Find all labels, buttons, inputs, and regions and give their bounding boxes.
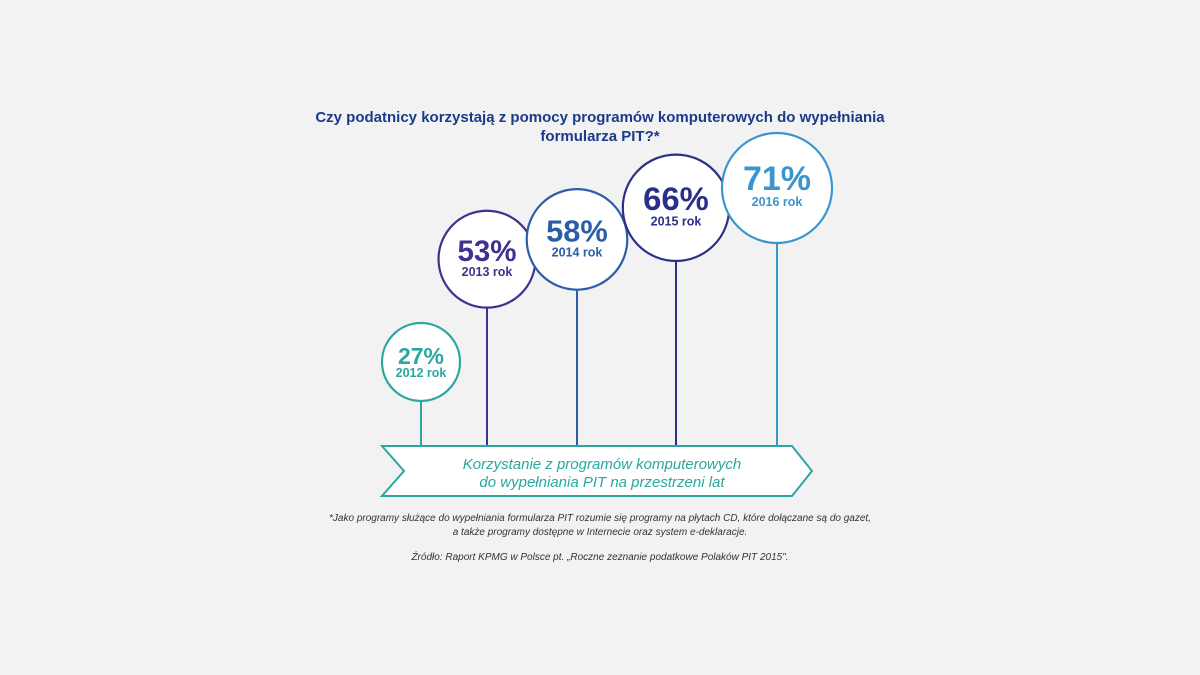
stems-group — [420, 243, 778, 446]
chart-title: Czy podatnicy korzystają z pomocy progra… — [0, 108, 1200, 146]
footnote-line-1: *Jako programy służące do wypełniania fo… — [329, 513, 871, 524]
arrow-label-line-1: Korzystanie z programów komputerowych — [463, 456, 741, 473]
category-label-3: 2015 rok — [651, 214, 702, 228]
arrow-label-line-2: do wypełniania PIT na przestrzeni lat — [479, 474, 725, 491]
bubble-2: 58%2014 rok — [525, 188, 629, 291]
chart-title-line-2: formularza PIT?* — [540, 128, 660, 145]
bubble-circle-2 — [525, 188, 629, 291]
footnote-line-2: a także programy dostępne w Internecie o… — [452, 527, 748, 538]
value-label-3: 66% — [643, 180, 709, 217]
category-label-4: 2016 rok — [752, 195, 803, 209]
bubble-circle-0 — [380, 321, 462, 403]
bubble-0: 27%2012 rok — [380, 321, 462, 403]
value-label-2: 58% — [546, 213, 608, 248]
value-label-1: 53% — [457, 235, 516, 268]
category-label-0: 2012 rok — [396, 366, 447, 380]
value-label-4: 71% — [743, 160, 811, 198]
category-label-1: 2013 rok — [462, 265, 513, 279]
footnote: *Jako programy służące do wypełniania fo… — [0, 512, 1200, 540]
timeline-arrow-group: Korzystanie z programów komputerowych do… — [379, 445, 814, 497]
bubble-circle-4 — [720, 131, 834, 245]
bubble-4: 71%2016 rok — [720, 131, 834, 245]
bubble-3: 66%2015 rok — [621, 153, 731, 263]
chart-title-line-1: Czy podatnicy korzystają z pomocy progra… — [315, 109, 885, 126]
source-note: Źródło: Raport KPMG w Polsce pt. „Roczne… — [411, 552, 789, 563]
bubble-1: 53%2013 rok — [437, 209, 537, 309]
timeline-arrow — [379, 445, 814, 497]
category-label-2: 2014 rok — [552, 246, 603, 260]
value-label-0: 27% — [398, 343, 444, 369]
